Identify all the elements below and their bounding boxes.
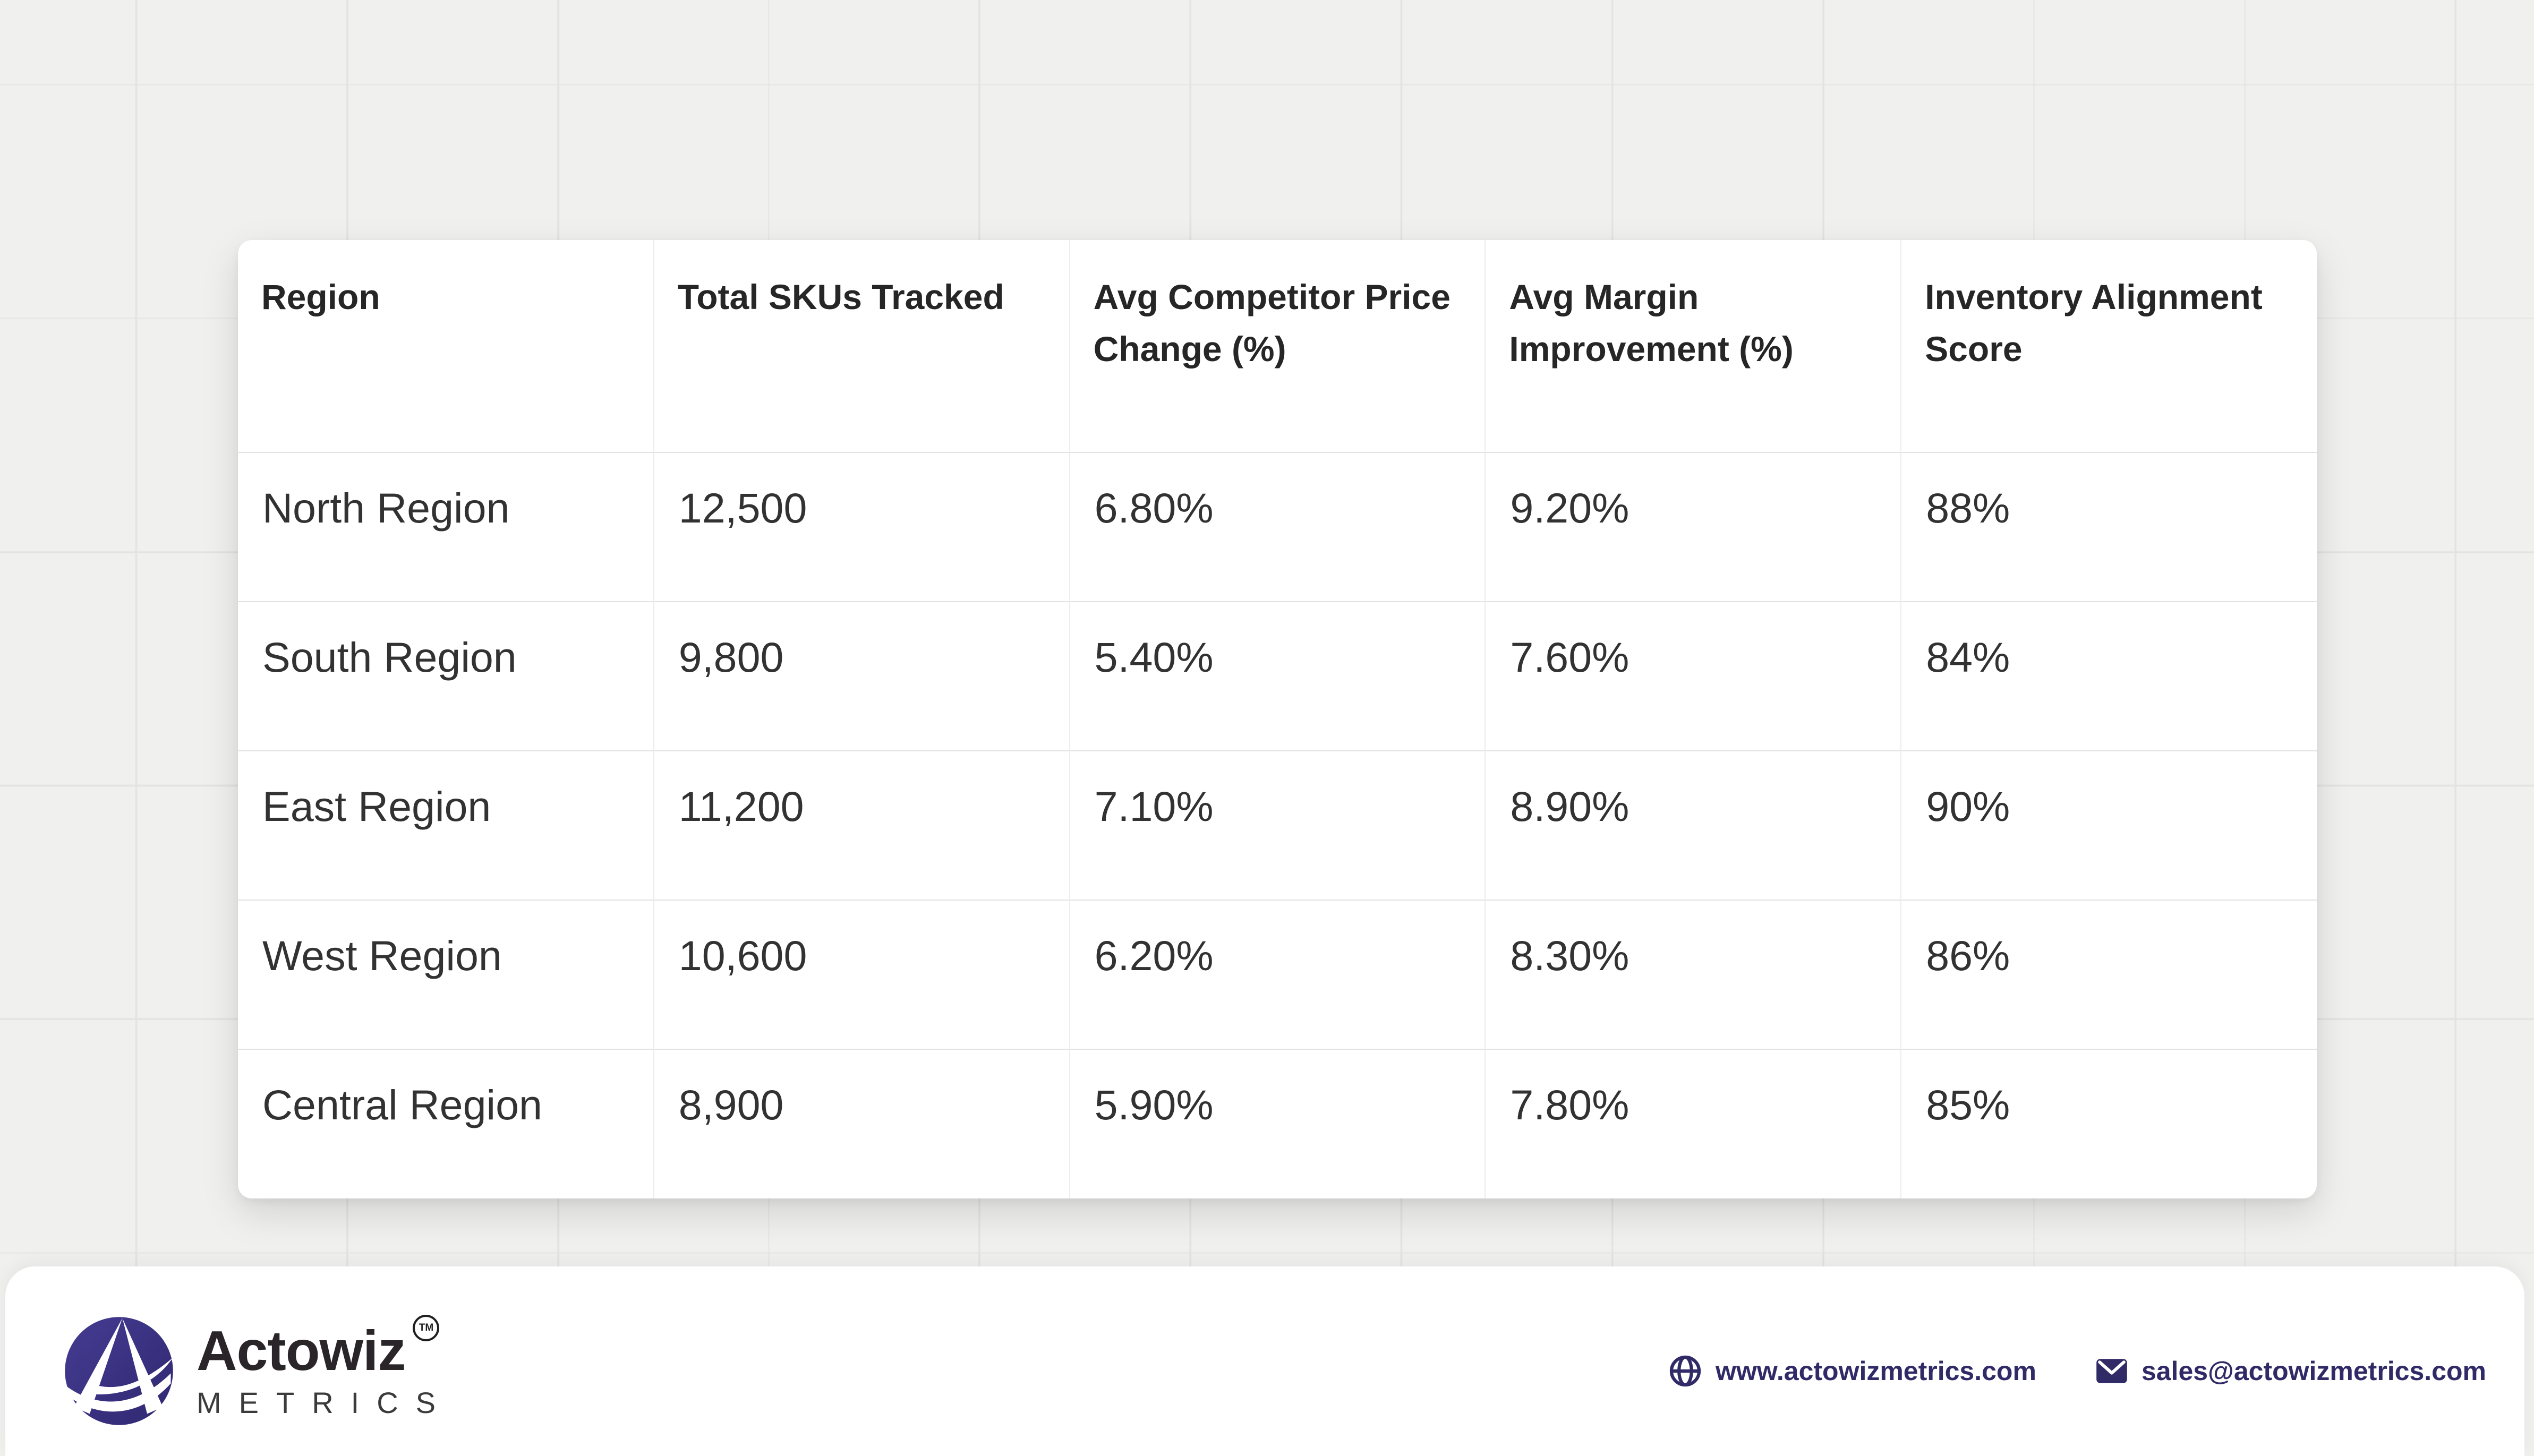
cell-total-skus: 10,600 <box>653 900 1070 1049</box>
footer-bar: Actowiz TM METRICS www.actowizmetrics.co… <box>5 1266 2524 1456</box>
cell-margin-improvement: 7.80% <box>1484 1049 1901 1198</box>
cell-inventory-alignment: 90% <box>1900 750 2317 900</box>
cell-inventory-alignment: 84% <box>1900 601 2317 751</box>
table-body: North Region 12,500 6.80% 9.20% 88% Sout… <box>238 452 2317 1198</box>
cell-region: West Region <box>238 900 654 1049</box>
table-header-row: Region Total SKUs Tracked Avg Competitor… <box>238 240 2317 452</box>
table-row-east: East Region 11,200 7.10% 8.90% 90% <box>238 750 2317 900</box>
brand-block: Actowiz TM METRICS <box>63 1314 453 1427</box>
website-text: www.actowizmetrics.com <box>1716 1356 2036 1386</box>
cell-inventory-alignment: 85% <box>1900 1049 2317 1198</box>
website-link[interactable]: www.actowizmetrics.com <box>1669 1355 2036 1388</box>
cell-region: Central Region <box>238 1049 654 1198</box>
cell-price-change: 6.20% <box>1069 900 1486 1049</box>
cell-margin-improvement: 7.60% <box>1484 601 1901 751</box>
metrics-table-card: Region Total SKUs Tracked Avg Competitor… <box>238 240 2317 1198</box>
cell-inventory-alignment: 88% <box>1900 452 2317 602</box>
cell-region: East Region <box>238 750 654 900</box>
trademark-badge: TM <box>413 1314 440 1341</box>
cell-total-skus: 9,800 <box>653 601 1070 751</box>
brand-name-row: Actowiz TM <box>197 1314 453 1382</box>
email-text: sales@actowizmetrics.com <box>2141 1356 2486 1386</box>
brand-name: Actowiz <box>197 1319 406 1382</box>
actowiz-logo-icon <box>65 1316 173 1425</box>
cell-price-change: 5.90% <box>1069 1049 1486 1198</box>
email-link[interactable]: sales@actowizmetrics.com <box>2096 1356 2486 1386</box>
cell-margin-improvement: 9.20% <box>1484 452 1901 602</box>
table-header: Region Total SKUs Tracked Avg Competitor… <box>238 240 2317 452</box>
column-header-region: Region <box>261 277 380 316</box>
cell-margin-improvement: 8.90% <box>1484 750 1901 900</box>
brand-tagline: METRICS <box>197 1385 453 1419</box>
cell-inventory-alignment: 86% <box>1900 900 2317 1049</box>
cell-margin-improvement: 8.30% <box>1484 900 1901 1049</box>
regional-metrics-table: Region Total SKUs Tracked Avg Competitor… <box>238 240 2317 1198</box>
column-header-total-skus: Total SKUs Tracked <box>653 240 1070 452</box>
cell-region: North Region <box>238 452 654 602</box>
brand-text-block: Actowiz TM METRICS <box>197 1314 453 1419</box>
cell-total-skus: 8,900 <box>653 1049 1070 1198</box>
cell-total-skus: 12,500 <box>653 452 1070 602</box>
table-row-west: West Region 10,600 6.20% 8.30% 86% <box>238 900 2317 1049</box>
table-row-central: Central Region 8,900 5.90% 7.80% 85% <box>238 1049 2317 1198</box>
column-header-margin-improvement: Avg Margin Improvement (%) <box>1484 240 1901 452</box>
table-row-south: South Region 9,800 5.40% 7.60% 84% <box>238 601 2317 751</box>
cell-price-change: 7.10% <box>1069 750 1486 900</box>
cell-total-skus: 11,200 <box>653 750 1070 900</box>
envelope-icon <box>2096 1358 2127 1383</box>
column-header-inventory-alignment: Inventory Alignment Score <box>1900 240 2317 452</box>
globe-icon <box>1669 1355 1701 1386</box>
cell-price-change: 5.40% <box>1069 601 1486 751</box>
contact-block: www.actowizmetrics.com sales@actowizmetr… <box>1669 1355 2486 1388</box>
cell-price-change: 6.80% <box>1069 452 1486 602</box>
table-row-north: North Region 12,500 6.80% 9.20% 88% <box>238 452 2317 602</box>
cell-region: South Region <box>238 601 654 751</box>
column-header-price-change: Avg Competitor Price Change (%) <box>1069 240 1486 452</box>
